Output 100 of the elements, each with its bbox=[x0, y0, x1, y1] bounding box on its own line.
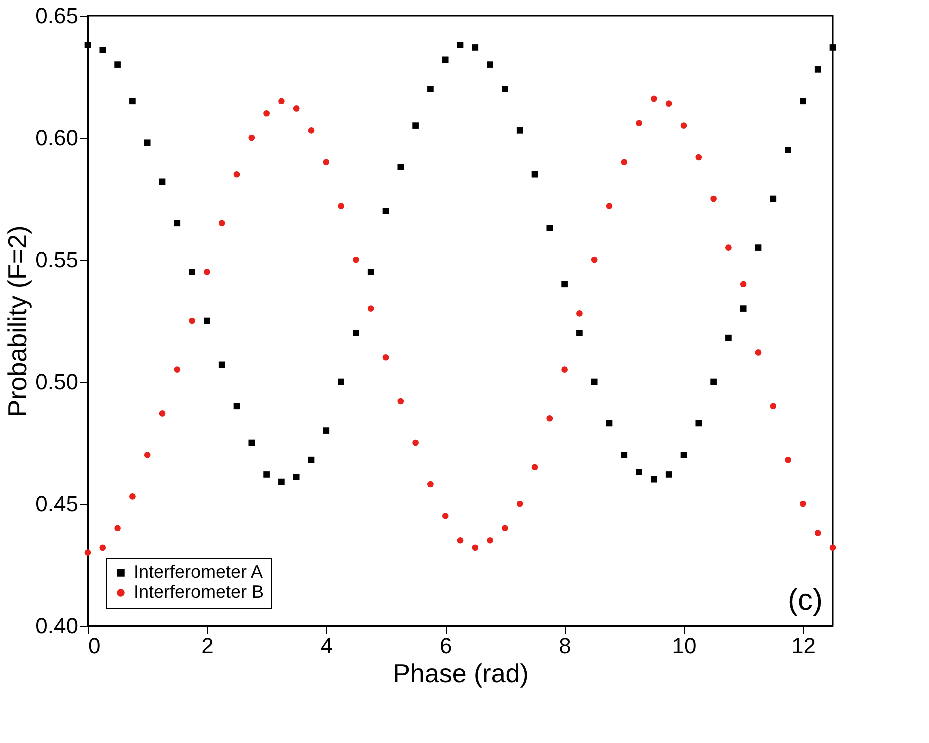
point bbox=[636, 120, 642, 127]
point bbox=[412, 122, 419, 129]
point bbox=[189, 269, 196, 276]
point bbox=[800, 98, 806, 105]
point bbox=[323, 159, 330, 166]
point bbox=[546, 415, 554, 422]
point bbox=[100, 47, 106, 54]
point bbox=[532, 171, 538, 178]
point bbox=[114, 62, 121, 68]
point bbox=[382, 208, 390, 214]
point bbox=[651, 476, 658, 483]
point bbox=[606, 420, 613, 427]
point bbox=[204, 318, 210, 324]
y-axis-title: Probability (F=2) bbox=[2, 226, 33, 418]
point bbox=[696, 154, 702, 161]
x-tick-label: 6 bbox=[440, 634, 452, 658]
y-tick-label: 0.65 bbox=[36, 4, 78, 28]
point bbox=[130, 98, 136, 105]
point bbox=[189, 318, 196, 324]
x-tick-label: 4 bbox=[320, 634, 334, 658]
point bbox=[562, 366, 568, 373]
point bbox=[114, 525, 121, 532]
point bbox=[562, 281, 568, 288]
x-tick-label: 12 bbox=[791, 634, 816, 658]
point bbox=[785, 456, 792, 464]
legend-label: Interferometer B bbox=[134, 582, 264, 602]
point bbox=[368, 269, 374, 276]
point bbox=[218, 220, 226, 227]
point bbox=[680, 122, 688, 129]
point bbox=[785, 147, 792, 154]
point bbox=[814, 530, 822, 536]
point bbox=[338, 378, 344, 386]
point bbox=[516, 128, 524, 134]
point bbox=[755, 244, 762, 251]
point bbox=[293, 474, 300, 480]
point bbox=[308, 128, 315, 134]
point bbox=[248, 134, 256, 142]
point bbox=[382, 354, 390, 361]
point bbox=[696, 420, 702, 427]
x-tick-label: 10 bbox=[672, 634, 697, 658]
point bbox=[576, 330, 583, 336]
point bbox=[814, 66, 822, 73]
point bbox=[144, 452, 151, 458]
point bbox=[338, 203, 344, 210]
annotation: (c) bbox=[788, 584, 823, 617]
point bbox=[264, 110, 270, 117]
point bbox=[308, 456, 315, 464]
point bbox=[800, 500, 806, 508]
point bbox=[710, 378, 717, 386]
point bbox=[726, 334, 732, 342]
point bbox=[442, 56, 449, 64]
point bbox=[472, 44, 479, 51]
x-tick-label: 0 bbox=[88, 634, 101, 658]
point bbox=[621, 452, 628, 458]
point bbox=[502, 86, 508, 92]
y-tick-label: 0.45 bbox=[36, 492, 78, 516]
point bbox=[218, 362, 226, 368]
y-tick-label: 0.40 bbox=[36, 614, 78, 638]
point bbox=[248, 440, 256, 446]
point bbox=[726, 244, 732, 251]
point bbox=[740, 281, 747, 288]
y-tick-label: 0.55 bbox=[36, 248, 78, 272]
point bbox=[323, 428, 330, 434]
point bbox=[398, 164, 404, 170]
point bbox=[621, 159, 628, 166]
x-tick-label: 2 bbox=[202, 634, 214, 658]
point bbox=[398, 398, 404, 405]
point bbox=[84, 550, 92, 556]
point bbox=[130, 494, 136, 500]
point bbox=[428, 86, 434, 92]
point bbox=[144, 140, 151, 146]
point bbox=[457, 42, 464, 48]
x-axis-title: Phase (rad) bbox=[393, 658, 529, 688]
point bbox=[740, 306, 747, 312]
point bbox=[278, 98, 285, 105]
y-tick-label: 0.50 bbox=[36, 370, 78, 394]
point bbox=[606, 203, 613, 210]
point bbox=[710, 196, 717, 202]
point bbox=[487, 62, 494, 68]
point bbox=[234, 403, 240, 410]
point bbox=[174, 366, 181, 373]
point bbox=[100, 544, 106, 552]
point bbox=[353, 256, 360, 264]
x-tick-label: 8 bbox=[559, 634, 572, 658]
point bbox=[591, 256, 598, 264]
point bbox=[457, 537, 464, 544]
point bbox=[293, 106, 300, 112]
point bbox=[680, 452, 688, 458]
point bbox=[442, 513, 449, 520]
point bbox=[546, 225, 554, 232]
point bbox=[666, 100, 672, 107]
point bbox=[591, 378, 598, 386]
point bbox=[234, 171, 240, 178]
point bbox=[353, 330, 360, 336]
point bbox=[159, 410, 166, 417]
point bbox=[472, 544, 479, 552]
point bbox=[666, 472, 672, 478]
point bbox=[532, 464, 538, 471]
point bbox=[368, 306, 374, 312]
point bbox=[516, 500, 524, 508]
